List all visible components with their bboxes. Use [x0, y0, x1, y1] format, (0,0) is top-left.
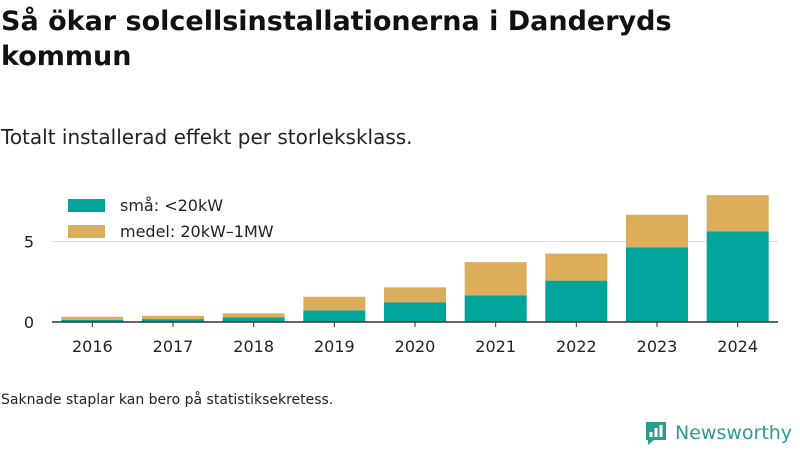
bar-segment — [384, 287, 446, 303]
axes: 0 5 2016 2017 2018 2019 2020 2021 2022 2023 2024 — [24, 233, 778, 356]
chart-title: Så ökar solcellsinstallationerna i Dande… — [1, 6, 672, 72]
bar-segment — [303, 310, 366, 322]
x-tick-label: 2017 — [153, 337, 194, 356]
bar-segment — [222, 317, 285, 322]
bar-segment — [142, 319, 204, 322]
stacked-bar-chart: 0 5 2016 2017 2018 2019 2020 2021 2022 2023 2024 s… — [24, 195, 778, 356]
legend-swatch — [68, 199, 105, 212]
x-tick-label: 2022 — [556, 337, 597, 356]
x-tick-label: 2019 — [314, 337, 355, 356]
bar-segment — [706, 231, 769, 322]
newsworthy-logo[interactable]: Newsworthy — [644, 420, 792, 446]
bar-segment — [61, 316, 124, 320]
bar-segment — [626, 214, 688, 248]
bar-segment — [545, 253, 608, 281]
newsworthy-logo-icon — [646, 422, 666, 445]
x-tick-label: 2023 — [637, 337, 678, 356]
y-tick-label: 0 — [24, 313, 34, 332]
x-tick-label: 2021 — [475, 337, 516, 356]
bar-segment — [545, 280, 608, 322]
x-tick-label: 2018 — [233, 337, 274, 356]
x-tick-label: 2020 — [395, 337, 436, 356]
brand-name: Newsworthy — [675, 422, 793, 444]
legend-swatch — [68, 225, 105, 238]
legend-label: små: <20kW — [120, 196, 223, 215]
y-tick-label: 5 — [24, 233, 34, 252]
legend: små: <20kW medel: 20kW–1MW — [68, 196, 274, 241]
bars — [61, 195, 769, 322]
footnote: Saknade staplar kan bero på statistiksek… — [1, 392, 334, 408]
bar-segment — [706, 195, 769, 232]
bar-segment — [626, 247, 688, 322]
bar-segment — [222, 313, 285, 318]
bar-segment — [142, 315, 204, 320]
legend-label: medel: 20kW–1MW — [120, 222, 274, 241]
x-tick-label: 2016 — [72, 337, 113, 356]
chart-subtitle: Totalt installerad effekt per storlekskl… — [1, 125, 413, 149]
bar-segment — [464, 262, 527, 296]
bar-segment — [384, 302, 446, 322]
bar-segment — [303, 296, 366, 311]
bar-segment — [464, 295, 527, 322]
bar-segment — [61, 319, 124, 322]
x-tick-label: 2024 — [717, 337, 758, 356]
